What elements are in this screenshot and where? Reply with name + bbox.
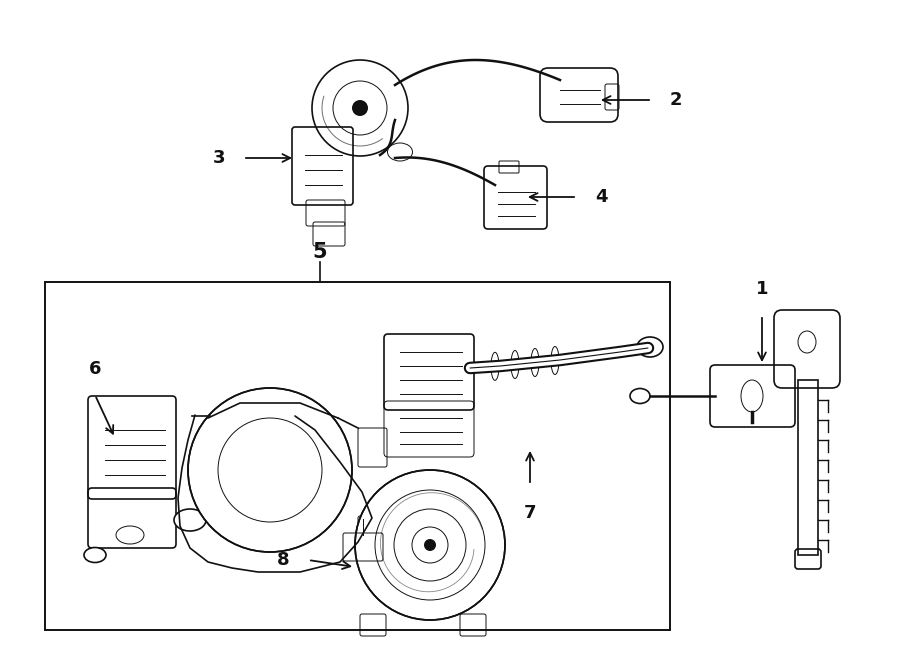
Bar — [45, 282, 670, 630]
Ellipse shape — [630, 389, 650, 403]
Circle shape — [355, 470, 505, 620]
Ellipse shape — [116, 526, 144, 544]
Ellipse shape — [84, 547, 106, 563]
Ellipse shape — [798, 331, 816, 353]
Text: 1: 1 — [756, 280, 769, 298]
Text: 3: 3 — [212, 149, 225, 167]
Bar — [798, 380, 818, 555]
Text: 4: 4 — [595, 188, 608, 206]
Text: 7: 7 — [524, 504, 536, 522]
Circle shape — [188, 388, 352, 552]
Text: 8: 8 — [277, 551, 290, 569]
Text: 6: 6 — [89, 360, 101, 378]
Circle shape — [352, 100, 368, 116]
Text: 5: 5 — [312, 242, 328, 262]
Ellipse shape — [174, 509, 206, 531]
Text: 2: 2 — [670, 91, 682, 109]
Circle shape — [424, 539, 436, 551]
